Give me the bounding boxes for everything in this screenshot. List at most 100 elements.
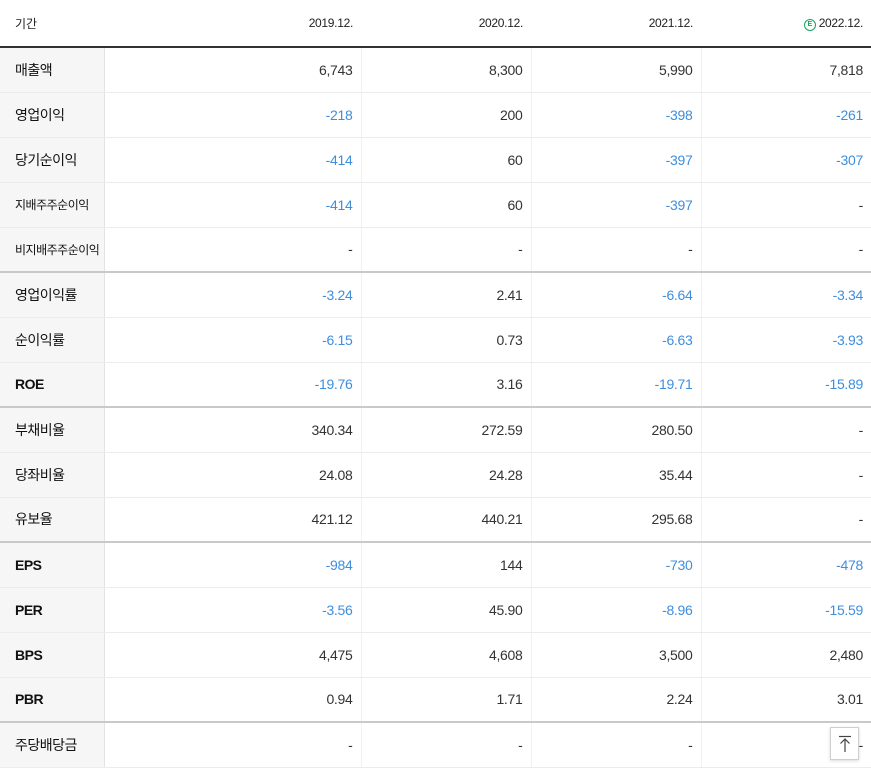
table-cell: -218 — [104, 92, 362, 138]
table-cell: -19.76 — [104, 362, 362, 408]
table-row: ROE -19.76 3.16 -19.71 -15.89 — [0, 362, 871, 408]
table-cell: 60 — [361, 182, 532, 228]
table-cell: 2,480 — [701, 632, 871, 678]
period-header: 기간 — [0, 0, 104, 48]
estimate-badge-icon: E — [803, 18, 816, 31]
table-cell: 3.16 — [361, 362, 532, 408]
table-cell: 0.73 — [361, 317, 532, 363]
table-cell: 3.01 — [701, 677, 871, 723]
table-cell: - — [104, 227, 362, 273]
table-cell: - — [361, 227, 532, 273]
row-label: 당좌비율 — [0, 452, 105, 498]
table-cell: - — [104, 722, 362, 768]
table-cell: 340.34 — [104, 407, 362, 453]
table-row: BPS 4,475 4,608 3,500 2,480 — [0, 632, 871, 678]
period-column-2022-estimate: E 2022.12. — [701, 0, 871, 48]
table-cell: - — [701, 497, 871, 543]
table-cell: -6.15 — [104, 317, 362, 363]
table-cell: -19.71 — [531, 362, 702, 408]
table-cell: -3.56 — [104, 587, 362, 633]
table-cell: 7,818 — [701, 47, 871, 93]
table-cell: -261 — [701, 92, 871, 138]
period-column-2020: 2020.12. — [361, 0, 531, 48]
table-cell: 8,300 — [361, 47, 532, 93]
table-cell: 24.28 — [361, 452, 532, 498]
row-label: 영업이익률 — [0, 272, 105, 318]
row-label: ROE — [0, 362, 105, 408]
table-cell: -307 — [701, 137, 871, 183]
header-row: 기간 2019.12. 2020.12. 2021.12. E 2022.12. — [0, 0, 871, 48]
table-cell: 24.08 — [104, 452, 362, 498]
period-2022-label: 2022.12. — [818, 15, 864, 30]
table-cell: - — [361, 722, 532, 768]
table-cell: 35.44 — [531, 452, 702, 498]
table-cell: 295.68 — [531, 497, 702, 543]
table-cell: - — [531, 227, 702, 273]
table-cell: -3.24 — [104, 272, 362, 318]
table-cell: 272.59 — [361, 407, 532, 453]
row-label: 매출액 — [0, 47, 105, 93]
scroll-to-top-button[interactable] — [830, 727, 859, 760]
table-cell: - — [701, 227, 871, 273]
row-label: 영업이익 — [0, 92, 105, 138]
table-row: PER -3.56 45.90 -8.96 -15.59 — [0, 587, 871, 633]
table-cell: -6.63 — [531, 317, 702, 363]
table-cell: 5,990 — [531, 47, 702, 93]
table-cell: - — [531, 722, 702, 768]
table-cell: -15.59 — [701, 587, 871, 633]
table-cell: 4,608 — [361, 632, 532, 678]
table-cell: 3,500 — [531, 632, 702, 678]
table-cell: - — [701, 182, 871, 228]
period-column-2021: 2021.12. — [531, 0, 701, 48]
table-cell: -414 — [104, 182, 362, 228]
table-cell: 421.12 — [104, 497, 362, 543]
table-cell: 60 — [361, 137, 532, 183]
table-row: 당좌비율 24.08 24.28 35.44- — [0, 452, 871, 498]
table-row: 주당배당금 - - - - — [0, 722, 871, 768]
table-cell: -8.96 — [531, 587, 702, 633]
table-cell: 144 — [361, 542, 532, 588]
arrow-up-icon — [838, 735, 851, 752]
table-cell: 45.90 — [361, 587, 532, 633]
row-label: 비지배주주순이익 — [0, 227, 105, 273]
table-row: 지배주주순이익 -414 60 -397- — [0, 182, 871, 228]
table-row: 영업이익 -218 200 -398 -261 — [0, 92, 871, 138]
table-row: 매출액 6,743 8,300 5,990 7,818 — [0, 47, 871, 93]
table-row: 유보율 421.12 440.21 295.68- — [0, 497, 871, 543]
row-label: 당기순이익 — [0, 137, 105, 183]
table-row: 당기순이익 -414 60 -397 -307 — [0, 137, 871, 183]
table-cell: -6.64 — [531, 272, 702, 318]
row-label: PER — [0, 587, 105, 633]
row-label: 부채비율 — [0, 407, 105, 453]
table-cell: -397 — [531, 182, 702, 228]
table-row: 순이익률 -6.15 0.73 -6.63 -3.93 — [0, 317, 871, 363]
table-cell: 0.94 — [104, 677, 362, 723]
table-cell: 440.21 — [361, 497, 532, 543]
row-label: 순이익률 — [0, 317, 105, 363]
table-row: EPS -984 144 -730 -478 — [0, 542, 871, 588]
table-cell: - — [701, 407, 871, 453]
period-column-2019: 2019.12. — [104, 0, 361, 48]
row-label: EPS — [0, 542, 105, 588]
row-label: 유보율 — [0, 497, 105, 543]
table-row: 부채비율 340.34 272.59 280.50- — [0, 407, 871, 453]
table-cell: 280.50 — [531, 407, 702, 453]
table-cell: -3.93 — [701, 317, 871, 363]
table-cell: 200 — [361, 92, 532, 138]
table-cell: 1.71 — [361, 677, 532, 723]
table-cell: -397 — [531, 137, 702, 183]
table-cell: -398 — [531, 92, 702, 138]
table-cell: 2.24 — [531, 677, 702, 723]
table-row: 영업이익률 -3.24 2.41 -6.64 -3.34 — [0, 272, 871, 318]
table-cell: - — [701, 452, 871, 498]
table-cell: 2.41 — [361, 272, 532, 318]
row-label: PBR — [0, 677, 105, 723]
table-cell: -984 — [104, 542, 362, 588]
table-row: 비지배주주순이익 - - - - — [0, 227, 871, 273]
table-cell: 4,475 — [104, 632, 362, 678]
row-label: 주당배당금 — [0, 722, 105, 768]
table-cell: -478 — [701, 542, 871, 588]
table-cell: -15.89 — [701, 362, 871, 408]
